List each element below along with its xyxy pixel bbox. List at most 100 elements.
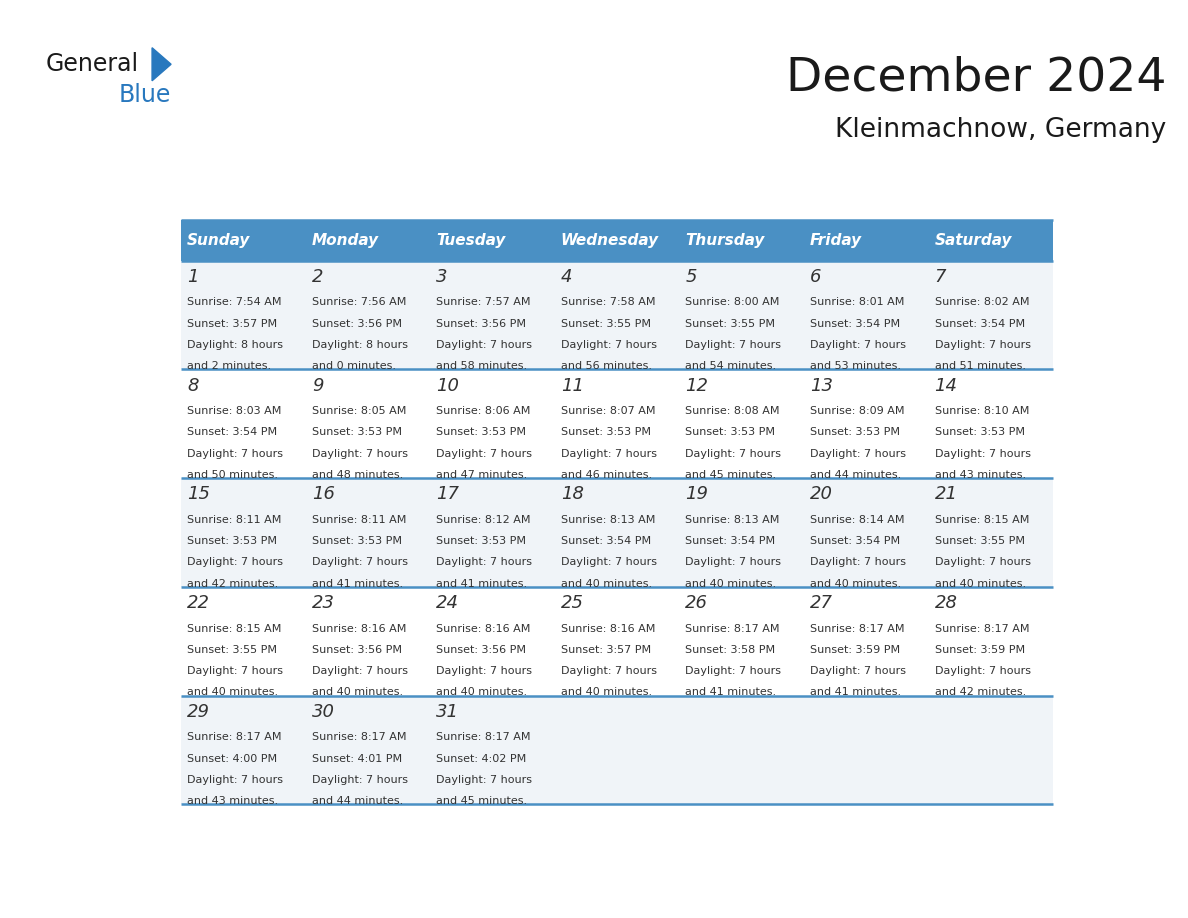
Bar [803, 219, 928, 261]
Text: and 40 minutes.: and 40 minutes. [188, 688, 278, 698]
Text: Daylight: 7 hours: Daylight: 7 hours [311, 449, 407, 459]
Text: General: General [45, 52, 138, 76]
Text: 31: 31 [436, 702, 460, 721]
Text: and 43 minutes.: and 43 minutes. [935, 470, 1025, 480]
Text: and 40 minutes.: and 40 minutes. [561, 688, 652, 698]
Text: Sunset: 3:56 PM: Sunset: 3:56 PM [311, 644, 402, 655]
Text: 24: 24 [436, 594, 460, 612]
Text: Wednesday: Wednesday [561, 233, 659, 248]
Bar [803, 696, 928, 804]
Text: Sunrise: 8:13 AM: Sunrise: 8:13 AM [561, 515, 656, 525]
Bar [555, 261, 680, 369]
Text: Sunset: 3:53 PM: Sunset: 3:53 PM [188, 536, 277, 546]
Bar [928, 261, 1053, 369]
Bar [928, 369, 1053, 478]
Text: Sunset: 3:54 PM: Sunset: 3:54 PM [561, 536, 651, 546]
Text: and 48 minutes.: and 48 minutes. [311, 470, 403, 480]
Text: Sunset: 3:53 PM: Sunset: 3:53 PM [810, 428, 901, 437]
Text: 21: 21 [935, 486, 958, 503]
Text: and 45 minutes.: and 45 minutes. [685, 470, 777, 480]
Bar [555, 696, 680, 804]
Bar [928, 696, 1053, 804]
Bar [181, 478, 305, 587]
Text: Sunset: 3:54 PM: Sunset: 3:54 PM [810, 319, 901, 329]
Text: and 40 minutes.: and 40 minutes. [810, 578, 901, 588]
Text: 1: 1 [188, 268, 198, 285]
Text: Daylight: 7 hours: Daylight: 7 hours [685, 557, 782, 567]
Text: 6: 6 [810, 268, 821, 285]
Text: 16: 16 [311, 486, 335, 503]
Text: Sunset: 3:53 PM: Sunset: 3:53 PM [436, 428, 526, 437]
Text: Sunrise: 8:13 AM: Sunrise: 8:13 AM [685, 515, 779, 525]
Text: Daylight: 7 hours: Daylight: 7 hours [810, 666, 906, 676]
Text: Sunrise: 8:15 AM: Sunrise: 8:15 AM [188, 623, 282, 633]
Text: Sunset: 3:53 PM: Sunset: 3:53 PM [685, 428, 776, 437]
Text: Daylight: 7 hours: Daylight: 7 hours [311, 557, 407, 567]
Text: Sunset: 3:57 PM: Sunset: 3:57 PM [188, 319, 277, 329]
Text: 20: 20 [810, 486, 833, 503]
Text: and 54 minutes.: and 54 minutes. [685, 361, 777, 371]
Bar [305, 219, 430, 261]
Bar [181, 696, 305, 804]
Text: Sunrise: 8:00 AM: Sunrise: 8:00 AM [685, 297, 779, 308]
Bar [555, 587, 680, 696]
Text: 3: 3 [436, 268, 448, 285]
Text: and 46 minutes.: and 46 minutes. [561, 470, 652, 480]
Text: 11: 11 [561, 376, 583, 395]
Text: Thursday: Thursday [685, 233, 765, 248]
Text: 5: 5 [685, 268, 697, 285]
Text: Sunrise: 8:11 AM: Sunrise: 8:11 AM [188, 515, 282, 525]
Bar [305, 587, 430, 696]
Text: and 41 minutes.: and 41 minutes. [810, 688, 901, 698]
Text: Daylight: 7 hours: Daylight: 7 hours [436, 557, 532, 567]
Text: and 40 minutes.: and 40 minutes. [561, 578, 652, 588]
Text: and 44 minutes.: and 44 minutes. [810, 470, 902, 480]
Text: Daylight: 7 hours: Daylight: 7 hours [561, 666, 657, 676]
Bar [305, 478, 430, 587]
Text: Sunrise: 7:58 AM: Sunrise: 7:58 AM [561, 297, 656, 308]
Text: and 53 minutes.: and 53 minutes. [810, 361, 901, 371]
Text: Sunset: 3:54 PM: Sunset: 3:54 PM [935, 319, 1024, 329]
Text: 26: 26 [685, 594, 708, 612]
Text: Daylight: 7 hours: Daylight: 7 hours [188, 666, 283, 676]
Text: Sunrise: 8:01 AM: Sunrise: 8:01 AM [810, 297, 904, 308]
Text: Sunset: 3:55 PM: Sunset: 3:55 PM [188, 644, 277, 655]
Text: Kleinmachnow, Germany: Kleinmachnow, Germany [835, 118, 1167, 143]
Bar [928, 587, 1053, 696]
Text: Daylight: 7 hours: Daylight: 7 hours [685, 666, 782, 676]
Bar [430, 369, 555, 478]
Text: 25: 25 [561, 594, 583, 612]
Bar [803, 587, 928, 696]
Text: Daylight: 7 hours: Daylight: 7 hours [188, 775, 283, 785]
Text: Sunset: 3:53 PM: Sunset: 3:53 PM [311, 428, 402, 437]
Text: Sunrise: 8:02 AM: Sunrise: 8:02 AM [935, 297, 1029, 308]
Bar [181, 587, 305, 696]
Text: Sunrise: 8:17 AM: Sunrise: 8:17 AM [436, 733, 531, 743]
Text: Daylight: 7 hours: Daylight: 7 hours [810, 449, 906, 459]
Text: Daylight: 7 hours: Daylight: 7 hours [935, 340, 1030, 350]
Text: Daylight: 7 hours: Daylight: 7 hours [311, 666, 407, 676]
Text: and 50 minutes.: and 50 minutes. [188, 470, 278, 480]
Text: Daylight: 7 hours: Daylight: 7 hours [561, 449, 657, 459]
Text: Sunset: 3:55 PM: Sunset: 3:55 PM [935, 536, 1024, 546]
Text: 15: 15 [188, 486, 210, 503]
Text: and 0 minutes.: and 0 minutes. [311, 361, 396, 371]
Text: Sunrise: 8:14 AM: Sunrise: 8:14 AM [810, 515, 904, 525]
Text: Sunrise: 8:17 AM: Sunrise: 8:17 AM [810, 623, 904, 633]
Text: Sunrise: 8:16 AM: Sunrise: 8:16 AM [311, 623, 406, 633]
Text: 28: 28 [935, 594, 958, 612]
Text: Sunrise: 8:17 AM: Sunrise: 8:17 AM [685, 623, 779, 633]
Text: 22: 22 [188, 594, 210, 612]
Bar [305, 696, 430, 804]
Text: 23: 23 [311, 594, 335, 612]
Bar [680, 219, 803, 261]
Text: and 2 minutes.: and 2 minutes. [188, 361, 271, 371]
Bar [928, 478, 1053, 587]
Bar [928, 219, 1053, 261]
Bar [181, 261, 305, 369]
Text: Sunrise: 8:10 AM: Sunrise: 8:10 AM [935, 406, 1029, 416]
Text: Daylight: 7 hours: Daylight: 7 hours [436, 340, 532, 350]
Text: Sunrise: 8:17 AM: Sunrise: 8:17 AM [311, 733, 406, 743]
Text: Daylight: 7 hours: Daylight: 7 hours [685, 449, 782, 459]
Text: Sunset: 3:56 PM: Sunset: 3:56 PM [436, 319, 526, 329]
